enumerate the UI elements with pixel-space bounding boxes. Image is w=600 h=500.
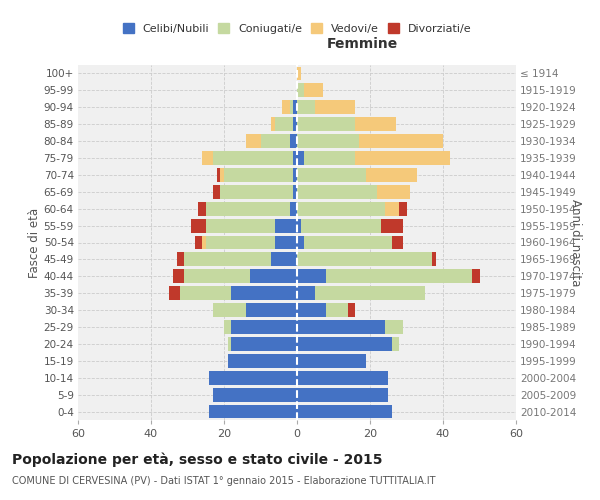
Bar	[297, 66, 301, 80]
Text: Popolazione per età, sesso e stato civile - 2015: Popolazione per età, sesso e stato civil…	[12, 452, 383, 467]
Bar	[326, 303, 348, 317]
Bar	[184, 252, 271, 266]
Bar	[315, 286, 425, 300]
Bar	[297, 270, 326, 283]
Bar	[217, 168, 220, 182]
Bar	[220, 168, 224, 182]
Bar	[213, 388, 297, 402]
Bar	[275, 117, 293, 131]
Bar	[297, 337, 392, 351]
Bar	[301, 218, 381, 232]
Bar	[206, 218, 275, 232]
Bar	[392, 236, 403, 250]
Y-axis label: Anni di nascita: Anni di nascita	[569, 199, 583, 286]
Bar	[232, 286, 297, 300]
Bar	[176, 252, 184, 266]
Bar	[191, 218, 206, 232]
Bar	[209, 404, 297, 418]
Bar	[297, 185, 377, 198]
Bar	[297, 388, 388, 402]
Bar	[297, 134, 359, 148]
Bar	[271, 252, 297, 266]
Bar	[290, 100, 293, 114]
Bar	[359, 134, 443, 148]
Bar	[246, 303, 297, 317]
Bar	[180, 286, 232, 300]
Bar	[297, 303, 326, 317]
Y-axis label: Fasce di età: Fasce di età	[28, 208, 41, 278]
Bar	[246, 134, 260, 148]
Bar	[275, 236, 297, 250]
Bar	[209, 371, 297, 384]
Bar	[213, 303, 246, 317]
Bar	[297, 354, 367, 368]
Bar	[202, 236, 206, 250]
Bar	[290, 134, 297, 148]
Bar	[250, 270, 297, 283]
Bar	[297, 168, 367, 182]
Bar	[283, 100, 290, 114]
Bar	[297, 371, 388, 384]
Bar	[290, 202, 297, 215]
Bar	[293, 117, 297, 131]
Bar	[297, 236, 304, 250]
Bar	[297, 100, 315, 114]
Bar	[293, 168, 297, 182]
Bar	[304, 236, 392, 250]
Bar	[173, 270, 184, 283]
Legend: Celibi/Nubili, Coniugati/e, Vedovi/e, Divorziati/e: Celibi/Nubili, Coniugati/e, Vedovi/e, Di…	[118, 19, 476, 38]
Bar	[432, 252, 436, 266]
Bar	[293, 151, 297, 165]
Text: Femmine: Femmine	[327, 37, 398, 51]
Bar	[304, 84, 323, 98]
Bar	[213, 185, 220, 198]
Bar	[220, 185, 293, 198]
Bar	[297, 117, 355, 131]
Bar	[206, 236, 275, 250]
Bar	[326, 270, 472, 283]
Bar	[232, 337, 297, 351]
Bar	[169, 286, 180, 300]
Bar	[472, 270, 479, 283]
Bar	[297, 252, 432, 266]
Bar	[385, 320, 403, 334]
Bar	[184, 270, 250, 283]
Bar	[297, 84, 304, 98]
Bar	[315, 100, 355, 114]
Bar	[199, 202, 206, 215]
Bar	[377, 185, 410, 198]
Bar	[348, 303, 355, 317]
Bar	[304, 151, 355, 165]
Bar	[297, 286, 315, 300]
Bar	[399, 202, 407, 215]
Bar	[367, 168, 418, 182]
Bar	[271, 117, 275, 131]
Bar	[392, 337, 399, 351]
Text: COMUNE DI CERVESINA (PV) - Dati ISTAT 1° gennaio 2015 - Elaborazione TUTTITALIA.: COMUNE DI CERVESINA (PV) - Dati ISTAT 1°…	[12, 476, 436, 486]
Bar	[355, 117, 395, 131]
Bar	[297, 151, 304, 165]
Bar	[297, 202, 385, 215]
Bar	[224, 168, 293, 182]
Bar	[260, 134, 290, 148]
Bar	[232, 320, 297, 334]
Bar	[297, 320, 385, 334]
Bar	[355, 151, 450, 165]
Bar	[385, 202, 399, 215]
Bar	[195, 236, 202, 250]
Bar	[227, 337, 232, 351]
Bar	[213, 151, 293, 165]
Bar	[227, 354, 297, 368]
Bar	[275, 218, 297, 232]
Bar	[224, 320, 232, 334]
Bar	[293, 100, 297, 114]
Bar	[293, 185, 297, 198]
Bar	[297, 404, 392, 418]
Bar	[206, 202, 290, 215]
Bar	[297, 218, 301, 232]
Bar	[202, 151, 213, 165]
Bar	[381, 218, 403, 232]
